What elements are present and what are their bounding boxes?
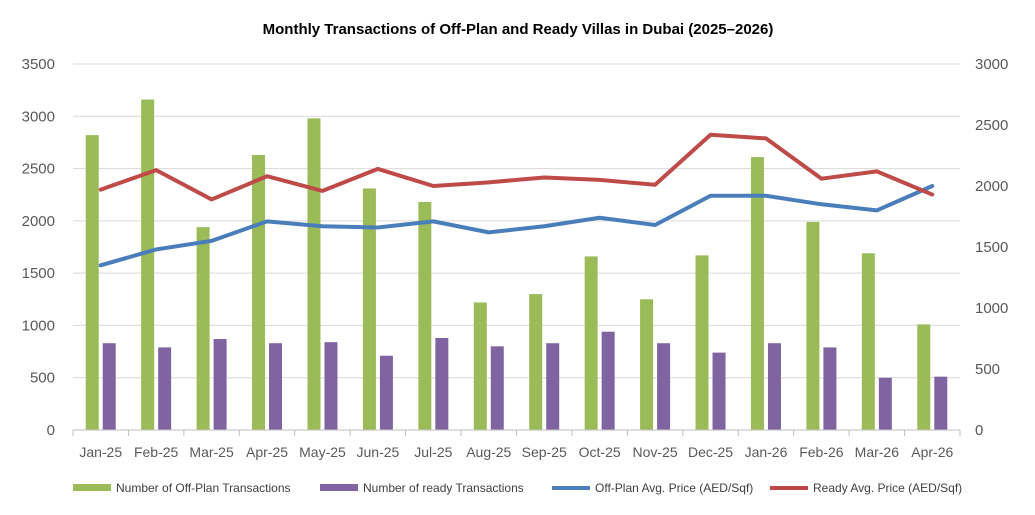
line-offplan-avg-price — [98, 184, 935, 268]
left-y-tick-label: 1000 — [22, 317, 55, 334]
right-y-tick-label: 3000 — [975, 56, 1008, 73]
chart-title: Monthly Transactions of Off-Plan and Rea… — [263, 21, 774, 38]
bar-ready-transactions — [490, 346, 504, 430]
bar-offplan-transactions — [584, 256, 598, 430]
bar-ready-transactions — [435, 337, 449, 430]
x-tick-label: Aug-25 — [466, 444, 511, 460]
bar-ready-transactions — [823, 347, 837, 430]
bar-ready-transactions — [158, 347, 172, 430]
bar-offplan-transactions — [473, 302, 487, 430]
bar-ready-transactions — [767, 343, 781, 430]
x-tick-label: Mar-26 — [855, 444, 900, 460]
x-tick-label: Jan-26 — [745, 444, 788, 460]
bar-offplan-transactions — [806, 221, 820, 430]
x-tick-label: Feb-26 — [799, 444, 844, 460]
legend-label: Number of Off-Plan Transactions — [116, 481, 291, 495]
right-y-tick-label: 500 — [975, 361, 1000, 378]
bar-offplan-transactions — [640, 299, 654, 430]
right-y-tick-label: 0 — [975, 422, 983, 439]
right-y-axis: 0 500 1000 1500 2000 2500 3000 — [975, 56, 1008, 439]
gridlines — [73, 63, 960, 379]
x-tick-label: Jun-25 — [357, 444, 400, 460]
legend-label: Number of ready Transactions — [363, 481, 524, 495]
bar-ready-transactions — [269, 343, 283, 430]
left-y-tick-label: 3500 — [22, 56, 55, 73]
bar-offplan-transactions — [85, 135, 99, 430]
x-tick-label: Apr-25 — [246, 444, 288, 460]
bar-offplan-transactions — [917, 324, 931, 430]
bar-ready-transactions — [213, 339, 227, 430]
bar-ready-transactions — [324, 342, 338, 430]
x-tick-label: Sep-25 — [522, 444, 567, 460]
x-tick-label: Mar-25 — [189, 444, 234, 460]
bar-ready-transactions — [546, 343, 560, 430]
bar-series-group — [85, 99, 948, 431]
left-y-tick-label: 2000 — [22, 213, 55, 230]
right-y-tick-label: 1000 — [975, 300, 1008, 317]
bar-ready-transactions — [102, 343, 116, 430]
x-tick-label: Apr-26 — [911, 444, 953, 460]
x-tick-label: Nov-25 — [633, 444, 678, 460]
bar-offplan-transactions — [695, 255, 709, 430]
line-ready-avg-price — [98, 132, 935, 202]
line-series-group — [98, 132, 935, 268]
left-y-tick-label: 2500 — [22, 161, 55, 178]
left-y-tick-label: 0 — [47, 422, 55, 439]
bar-offplan-transactions — [418, 202, 432, 430]
right-y-tick-label: 1500 — [975, 239, 1008, 256]
x-tick-label: Oct-25 — [579, 444, 621, 460]
x-tick-label: Jul-25 — [414, 444, 452, 460]
left-y-tick-label: 1500 — [22, 265, 55, 282]
bar-offplan-transactions — [750, 157, 764, 430]
bar-offplan-transactions — [861, 253, 875, 430]
bar-ready-transactions — [878, 377, 892, 430]
bar-offplan-transactions — [307, 118, 321, 431]
legend-label: Ready Avg. Price (AED/Sqf) — [813, 481, 962, 495]
x-axis: Jan-25 Feb-25 Mar-25 Apr-25 May-25 Jun-25 Jul-… — [72, 429, 961, 460]
bar-offplan-transactions — [141, 99, 155, 430]
left-y-tick-label: 500 — [30, 370, 55, 387]
x-tick-label: Jan-25 — [79, 444, 122, 460]
bar-ready-transactions — [657, 343, 671, 430]
legend: Number of Off-Plan Transactions Number of… — [73, 481, 962, 495]
bar-offplan-transactions — [529, 294, 543, 430]
legend-label: Off-Plan Avg. Price (AED/Sqf) — [595, 481, 753, 495]
right-y-tick-label: 2000 — [975, 178, 1008, 195]
right-y-tick-label: 2500 — [975, 117, 1008, 134]
left-y-axis: 0 500 1000 1500 2000 2500 3000 3500 — [22, 56, 55, 439]
left-y-tick-label: 3000 — [22, 108, 55, 125]
x-tick-label: Feb-25 — [134, 444, 179, 460]
legend-swatch-bar — [320, 484, 358, 491]
bar-offplan-transactions — [196, 227, 210, 430]
bar-ready-transactions — [379, 355, 393, 430]
bar-offplan-transactions — [252, 154, 266, 430]
bar-ready-transactions — [712, 352, 726, 430]
bar-offplan-transactions — [362, 188, 376, 430]
x-tick-label: Dec-25 — [688, 444, 733, 460]
bar-ready-transactions — [601, 331, 615, 430]
legend-swatch-bar — [73, 484, 111, 491]
x-tick-label: May-25 — [299, 444, 346, 460]
bar-ready-transactions — [934, 376, 948, 430]
